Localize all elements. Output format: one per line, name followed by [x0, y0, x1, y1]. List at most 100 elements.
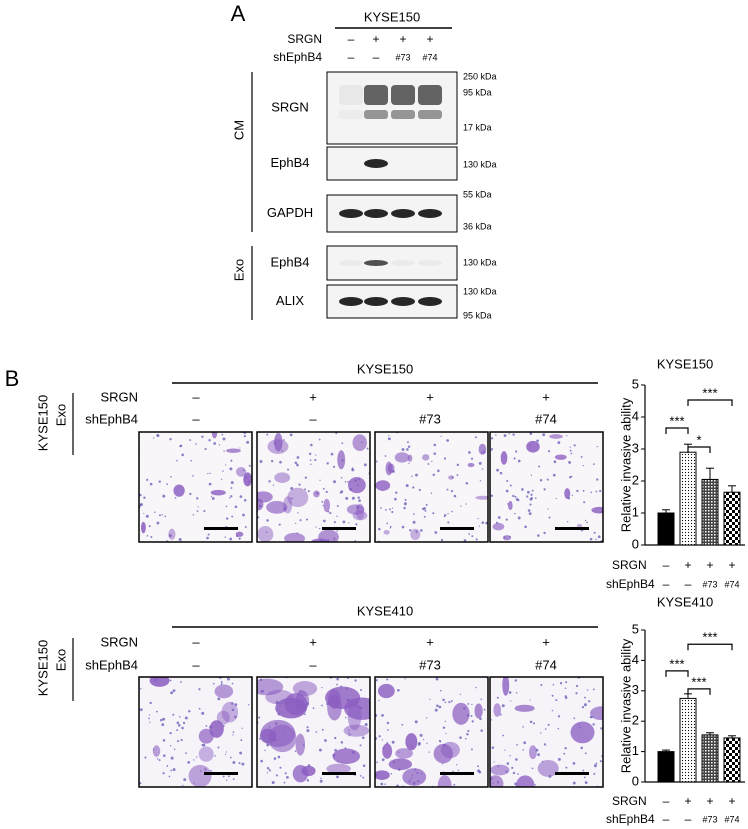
cell-dot	[467, 703, 470, 705]
cell-dot	[295, 522, 297, 525]
cell-dot	[596, 478, 599, 481]
condition-value: #74	[535, 657, 557, 672]
cell-dot	[419, 733, 423, 737]
cell-dot	[475, 538, 478, 541]
bar	[679, 451, 697, 546]
cell-dot	[459, 736, 462, 739]
cell-dot	[347, 480, 349, 483]
cell-dot	[471, 703, 473, 706]
cell-cluster	[292, 765, 309, 783]
cell-dot	[334, 748, 337, 752]
cell-dot	[524, 525, 527, 529]
blot-label: GAPDH	[267, 205, 313, 220]
cell-dot	[143, 512, 145, 515]
cell-dot	[539, 732, 542, 734]
cell-dot	[168, 534, 172, 538]
condition-value: #73	[419, 411, 441, 426]
cell-dot	[335, 432, 338, 435]
cell-dot	[162, 754, 166, 757]
cell-dot	[417, 742, 421, 746]
y-tick-label: 2	[632, 713, 639, 728]
band	[364, 209, 388, 218]
cell-dot	[334, 736, 337, 740]
cell-dot	[471, 748, 473, 751]
cell-dot	[543, 531, 546, 535]
micrograph	[257, 432, 370, 542]
cell-dot	[351, 468, 355, 472]
cell-dot	[538, 465, 541, 468]
cell-dot	[530, 497, 533, 500]
cell-dot	[351, 467, 354, 470]
cell-dot	[195, 756, 198, 758]
blot-label: SRGN	[271, 99, 309, 114]
cell-dot	[230, 481, 234, 485]
cell-dot	[517, 773, 519, 775]
cell-cluster	[346, 504, 365, 515]
cell-dot	[146, 535, 149, 537]
cell-dot	[407, 445, 411, 449]
cell-cluster	[211, 432, 218, 439]
cell-dot	[229, 537, 233, 541]
cell-dot	[203, 509, 206, 513]
condition-value: –	[685, 812, 692, 826]
cell-dot	[207, 472, 209, 475]
cell-dot	[198, 688, 201, 691]
cell-dot	[318, 748, 322, 752]
cell-dot	[575, 684, 579, 688]
condition-value: –	[663, 577, 670, 591]
cell-dot	[222, 470, 224, 472]
cell-dot	[559, 682, 563, 685]
micrograph-border	[138, 676, 253, 788]
cell-cluster	[198, 728, 214, 744]
cell-dot	[571, 494, 573, 497]
cell-dot	[279, 460, 282, 464]
bar	[723, 737, 741, 783]
cell-dot	[522, 749, 525, 751]
cell-dot	[162, 717, 166, 721]
cell-cluster	[198, 746, 214, 762]
cell-dot	[266, 772, 268, 774]
cell-dot	[565, 766, 568, 769]
cell-cluster	[514, 704, 535, 712]
cell-cluster	[410, 528, 421, 540]
cell-dot	[156, 521, 160, 525]
exo-label: Exo	[53, 649, 68, 671]
cell-dot	[268, 769, 272, 772]
cell-dot	[231, 682, 234, 685]
cell-dot	[196, 510, 199, 512]
cell-dot	[468, 451, 471, 454]
cell-cluster	[140, 521, 146, 534]
cell-dot	[569, 449, 572, 452]
cell-dot	[581, 705, 585, 709]
cell-dot	[508, 691, 512, 694]
condition-value: +	[426, 389, 434, 404]
condition-value: –	[309, 657, 317, 672]
cell-dot	[595, 490, 598, 493]
cell-dot	[201, 744, 204, 746]
cell-dot	[156, 710, 158, 713]
condition-value: #74	[724, 814, 739, 824]
cell-dot	[568, 460, 572, 464]
cell-cluster	[383, 529, 390, 535]
cell-dot	[333, 480, 336, 484]
condition-label: SRGN	[612, 558, 647, 572]
y-tick-label: 5	[632, 376, 639, 391]
cell-dot	[228, 497, 231, 499]
blot	[326, 245, 458, 281]
cell-dot	[321, 686, 323, 689]
cell-cluster	[467, 462, 475, 468]
cell-dot	[195, 443, 197, 445]
cell-dot	[378, 699, 380, 702]
cell-dot	[189, 492, 192, 496]
cell-dot	[480, 729, 483, 732]
condition-label: shEphB4	[606, 812, 655, 826]
cell-dot	[192, 475, 194, 477]
cell-dot	[592, 688, 595, 691]
cell-dot	[589, 537, 593, 541]
cell-dot	[318, 438, 321, 441]
cell-dot	[566, 521, 569, 523]
cell-dot	[169, 679, 172, 682]
cell-dot	[210, 769, 212, 772]
bar	[701, 734, 719, 783]
cell-dot	[271, 781, 275, 785]
